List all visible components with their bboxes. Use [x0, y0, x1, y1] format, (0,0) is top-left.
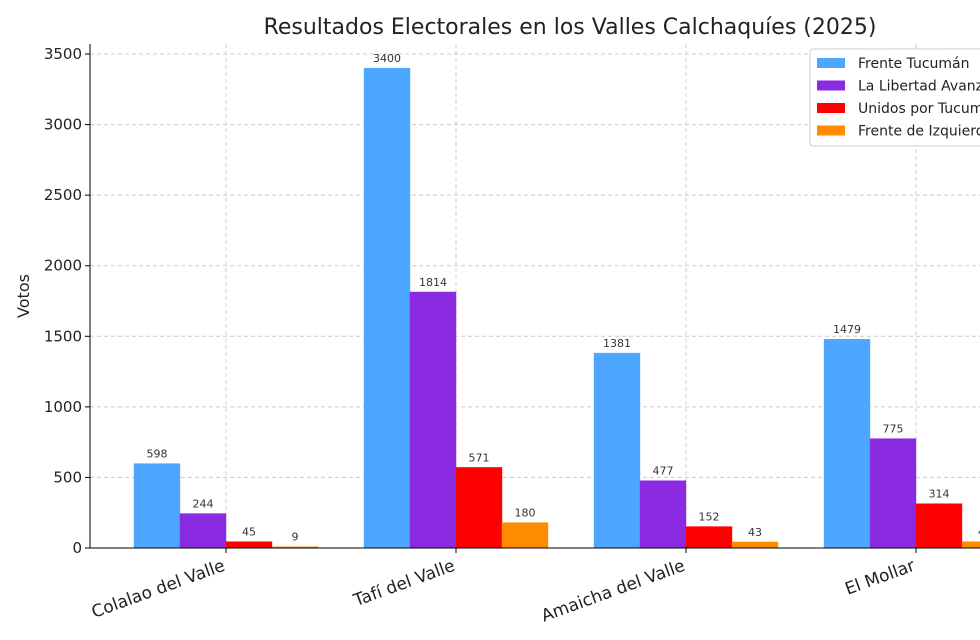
bar [225, 541, 273, 549]
y-tick-label: 3000 [44, 116, 82, 134]
x-tick-label: Amaicha del Valle [539, 556, 688, 627]
bar [961, 541, 980, 549]
legend-box [809, 48, 980, 147]
bar [179, 513, 227, 549]
legend-swatch [817, 58, 845, 68]
data-label: 1814 [419, 276, 447, 289]
x-tick-label: El Mollar [842, 556, 917, 600]
data-label: 244 [193, 498, 214, 511]
y-tick-label: 500 [53, 468, 82, 486]
y-tick-label: 1000 [44, 398, 82, 416]
data-label: 1381 [603, 337, 631, 350]
y-tick-label: 2500 [44, 186, 82, 204]
bar [915, 503, 963, 549]
legend-swatch [817, 125, 845, 136]
legend: Frente Tucumán La Libertad Avanza Unidos p… [809, 48, 980, 147]
data-label: 45 [978, 526, 980, 539]
data-label: 152 [699, 511, 720, 524]
bar [823, 338, 871, 549]
data-label: 43 [748, 526, 762, 539]
legend-label: La Libertad Avanza [858, 79, 980, 95]
y-axis-label: Votos [14, 274, 33, 318]
bar [501, 522, 549, 549]
y-tick-label: 1500 [44, 327, 82, 345]
legend-label: Unidos por Tucumán [858, 101, 980, 117]
data-label: 1479 [833, 323, 861, 336]
data-label: 477 [653, 465, 674, 478]
data-label: 571 [469, 451, 490, 464]
legend-label: Frente de Izquierda [858, 124, 980, 140]
bar [869, 438, 917, 549]
y-tick-label: 3500 [44, 45, 82, 63]
bar [593, 352, 641, 549]
data-label: 598 [147, 448, 168, 461]
data-label: 775 [883, 423, 904, 436]
bar [731, 541, 779, 549]
bars: 598 3400 1381 1479 244 1814 477 775 45 571 152 314 9… [133, 52, 980, 549]
bar [685, 526, 733, 549]
legend-label: Frente Tucumán [858, 56, 969, 72]
legend-swatch [817, 80, 845, 91]
bar [363, 67, 411, 549]
y-tick-label: 2000 [44, 257, 82, 275]
x-tick-label: Colalao del Valle [89, 556, 228, 623]
chart-title: Resultados Electorales en los Valles Cal… [264, 15, 877, 40]
data-label: 9 [292, 531, 299, 544]
y-tick-label: 0 [72, 539, 82, 557]
legend-swatch [817, 103, 845, 113]
data-label: 180 [515, 507, 536, 520]
bar [409, 291, 457, 549]
data-label: 314 [929, 488, 950, 501]
x-tick-label: Tafí del Valle [350, 556, 457, 611]
bar [133, 463, 181, 549]
data-label: 45 [242, 526, 256, 539]
data-label: 3400 [373, 52, 401, 65]
bar [639, 480, 687, 549]
bar [455, 467, 503, 549]
